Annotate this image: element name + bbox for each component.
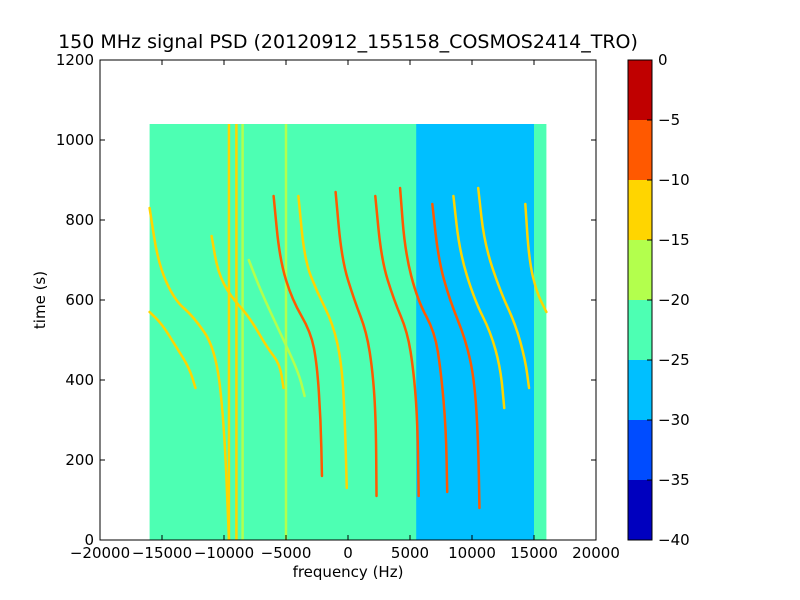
doppler-track [431,202,481,510]
x-tick-label: 5000 [391,544,429,562]
colorbar-tick-label: −15 [658,231,690,249]
colorbar-tick-label: −5 [658,111,680,129]
colorbar-tick-label: −35 [658,471,690,489]
y-tick-label: 0 [84,531,94,549]
doppler-track [210,234,285,390]
doppler-track [247,258,306,398]
doppler-track [398,186,449,494]
colorbar-tick-label: −30 [658,411,690,429]
x-axis-label: frequency (Hz) [293,563,404,581]
doppler-track [452,194,506,410]
doppler-track [334,190,378,498]
doppler-track [148,206,231,540]
colorbar-segment [628,480,652,540]
doppler-track [148,310,197,390]
doppler-track [476,186,531,390]
y-tick-label: 1000 [56,131,94,149]
x-axis: −20000 −15000 −10000 −5000 0 5000 10000 15000 20… [70,60,620,562]
colorbar-tick-label: −40 [658,531,690,549]
y-tick-label: 600 [65,291,94,309]
y-tick-label: 1200 [56,51,94,69]
colorbar-tick-label: −20 [658,291,690,309]
x-tick-label: −20000 [70,544,130,562]
x-tick-label: 15000 [510,544,558,562]
heatmap-layer [148,124,548,540]
colorbar-segment [628,420,652,480]
y-axis: 0 200 400 600 800 1000 1200 [56,51,596,549]
y-tick-label: 200 [65,451,94,469]
doppler-track [272,194,324,478]
y-tick-label: 800 [65,211,94,229]
doppler-track [524,202,548,314]
x-tick-label: 20000 [572,544,620,562]
doppler-track [297,194,349,490]
colorbar-segment [628,180,652,240]
x-tick-label: −15000 [132,544,192,562]
colorbar-tick-label: −10 [658,171,690,189]
x-tick-label: −5000 [261,544,312,562]
colorbar-segment [628,240,652,300]
y-axis-label: time (s) [31,271,49,329]
colorbar-segment [628,120,652,180]
chart-title: 150 MHz signal PSD (20120912_155158_COSM… [58,31,638,53]
x-tick-label: 10000 [448,544,496,562]
y-tick-label: 400 [65,371,94,389]
colorbar-segment [628,360,652,420]
colorbar-tick-label: −25 [658,351,690,369]
x-tick-label: 0 [343,544,353,562]
doppler-track [374,194,420,498]
colorbar-segment [628,60,652,120]
heatmap-low-power-region [416,124,534,540]
x-tick-label: −10000 [194,544,254,562]
colorbar: −40 −35 −30 −25 −20 −15 −10 −5 0 [627,51,690,549]
colorbar-tick-label: 0 [658,51,668,69]
colorbar-segment [628,300,652,360]
